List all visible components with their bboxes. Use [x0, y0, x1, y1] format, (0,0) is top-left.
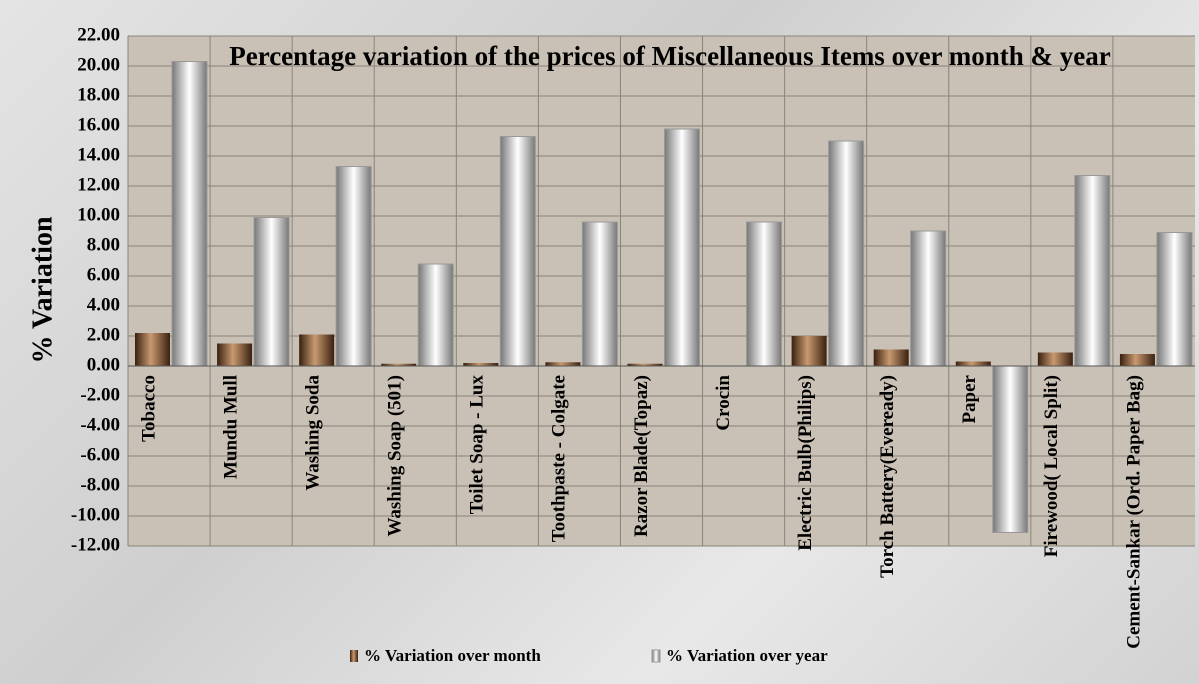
y-tick-label: -8.00 — [80, 474, 120, 495]
x-tick-label: Toothpaste - Colgate — [549, 375, 570, 542]
y-tick-label: -10.00 — [71, 504, 120, 525]
y-tick-label: 0.00 — [87, 354, 120, 375]
x-tick-label: Paper — [959, 374, 980, 423]
x-tick-label: Electric Bulb(Philips) — [795, 375, 816, 551]
bar — [663, 128, 700, 367]
bar — [299, 334, 335, 366]
bar — [499, 136, 536, 367]
bar — [791, 336, 827, 366]
legend-swatch — [350, 650, 358, 662]
x-tick-label: Washing Soap (501) — [385, 375, 406, 537]
x-tick-label: Mundu Mull — [220, 375, 241, 479]
y-tick-label: 10.00 — [77, 204, 120, 225]
bar — [910, 230, 947, 367]
bar — [217, 343, 253, 366]
x-tick-label: Firewood( Local Split) — [1041, 375, 1062, 557]
y-tick-label: -12.00 — [71, 534, 120, 555]
bar — [581, 221, 618, 367]
bar — [1074, 175, 1111, 367]
x-tick-label: Razor Blade(Topaz) — [631, 375, 652, 537]
y-tick-label: 14.00 — [77, 144, 120, 165]
bar — [381, 363, 417, 366]
bar — [545, 362, 581, 366]
y-tick-label: 2.00 — [87, 324, 120, 345]
x-tick-label: Washing Soda — [303, 375, 324, 491]
bar — [992, 365, 1029, 533]
bar — [828, 140, 865, 367]
y-tick-label: 8.00 — [87, 234, 120, 255]
x-tick-label: Toilet Soap - Lux — [467, 375, 488, 515]
y-tick-label: 20.00 — [77, 54, 120, 75]
y-tick-label: 22.00 — [77, 24, 120, 45]
legend-swatch — [651, 649, 661, 663]
bar — [746, 221, 783, 367]
y-tick-label: -4.00 — [80, 414, 120, 435]
x-tick-label: Tobacco — [138, 375, 159, 442]
bar — [627, 363, 663, 366]
x-tick-label: Torch Battery(Eveready) — [877, 375, 898, 578]
bar — [335, 166, 372, 367]
bar — [463, 363, 499, 366]
bar — [955, 361, 991, 366]
bar — [135, 333, 170, 366]
x-tick-label: Crocin — [713, 375, 734, 431]
y-tick-label: 18.00 — [77, 84, 120, 105]
bar — [1156, 232, 1193, 367]
y-axis-title: % Variation — [27, 216, 58, 363]
bar — [1037, 352, 1073, 366]
y-tick-label: -2.00 — [80, 384, 120, 405]
legend-label: % Variation over year — [666, 646, 828, 665]
y-tick-label: -6.00 — [80, 444, 120, 465]
bar — [873, 349, 909, 366]
y-tick-label: 4.00 — [87, 294, 120, 315]
y-tick-label: 6.00 — [87, 264, 120, 285]
bar — [417, 263, 454, 367]
chart-title: Percentage variation of the prices of Mi… — [229, 41, 1111, 71]
y-tick-label: 12.00 — [77, 174, 120, 195]
legend-label: % Variation over month — [364, 646, 541, 665]
bar — [253, 217, 290, 367]
bar — [1119, 354, 1155, 366]
x-tick-label: Cement-Sankar (Ord. Paper Bag) — [1123, 375, 1144, 649]
bar — [171, 61, 208, 367]
y-tick-label: 16.00 — [77, 114, 120, 135]
